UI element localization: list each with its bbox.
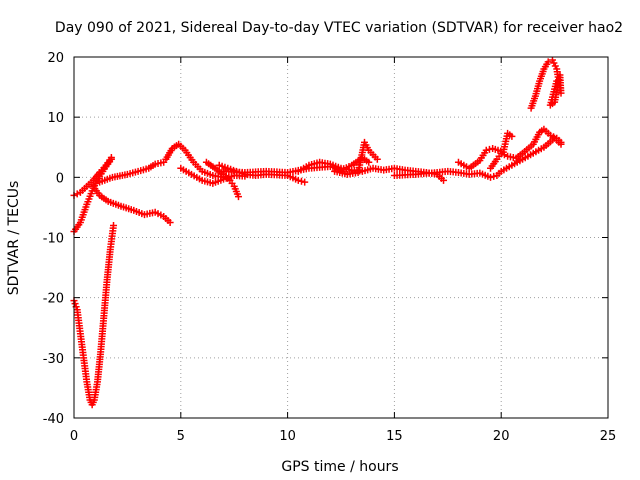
series-arc-3 [89, 182, 174, 226]
data-point [107, 155, 115, 163]
data-point [294, 176, 302, 184]
series-arc-14 [487, 125, 565, 172]
x-tick-label: 5 [177, 429, 185, 444]
y-tick-label: -30 [43, 352, 64, 367]
x-tick-label: 0 [70, 429, 78, 444]
grid [74, 57, 608, 418]
data-point [73, 190, 81, 198]
series-arc-4 [70, 221, 118, 409]
series-arc-15 [454, 129, 516, 172]
data-point [297, 177, 305, 185]
series-arc-16 [527, 56, 565, 112]
x-axis-label: GPS time / hours [281, 459, 398, 475]
series-arc-12 [331, 138, 381, 178]
y-tick-label: -10 [43, 232, 64, 247]
data-point [365, 158, 373, 166]
data-point [234, 193, 242, 201]
series-arc-13 [390, 134, 565, 181]
y-tick-label: 0 [56, 171, 64, 186]
series-arc-6 [162, 140, 228, 181]
series-arc-8 [202, 158, 242, 201]
y-tick-label: 20 [47, 51, 64, 66]
y-tick-label: 10 [47, 111, 64, 126]
data-point [490, 172, 498, 180]
x-tick-label: 10 [279, 429, 296, 444]
data-point [485, 145, 493, 153]
tick-labels: 0 5 10 15 20 25 -40 -30 -20 -10 0 10 20 [43, 51, 617, 444]
x-tick-label: 20 [493, 429, 510, 444]
data-point [557, 138, 565, 146]
x-tick-label: 25 [600, 429, 617, 444]
data-markers [70, 56, 565, 409]
data-point [487, 173, 495, 181]
data-point [544, 58, 552, 66]
x-tick-label: 15 [386, 429, 403, 444]
data-point [301, 178, 309, 186]
chart-title: Day 090 of 2021, Sidereal Day-to-day VTE… [55, 20, 623, 36]
axis-ticks [73, 56, 609, 419]
y-axis-label: SDTVAR / TECUs [6, 181, 22, 296]
data-point [508, 132, 516, 140]
data-point [553, 77, 561, 85]
series-arc-5 [96, 158, 168, 186]
data-point [440, 176, 448, 184]
data-point [482, 146, 490, 154]
y-tick-label: -40 [43, 412, 64, 427]
data-point [166, 218, 174, 226]
data-point [546, 131, 554, 139]
data-point [110, 221, 118, 229]
y-tick-label: -20 [43, 292, 64, 307]
data-point [373, 155, 381, 163]
data-point [550, 133, 558, 141]
